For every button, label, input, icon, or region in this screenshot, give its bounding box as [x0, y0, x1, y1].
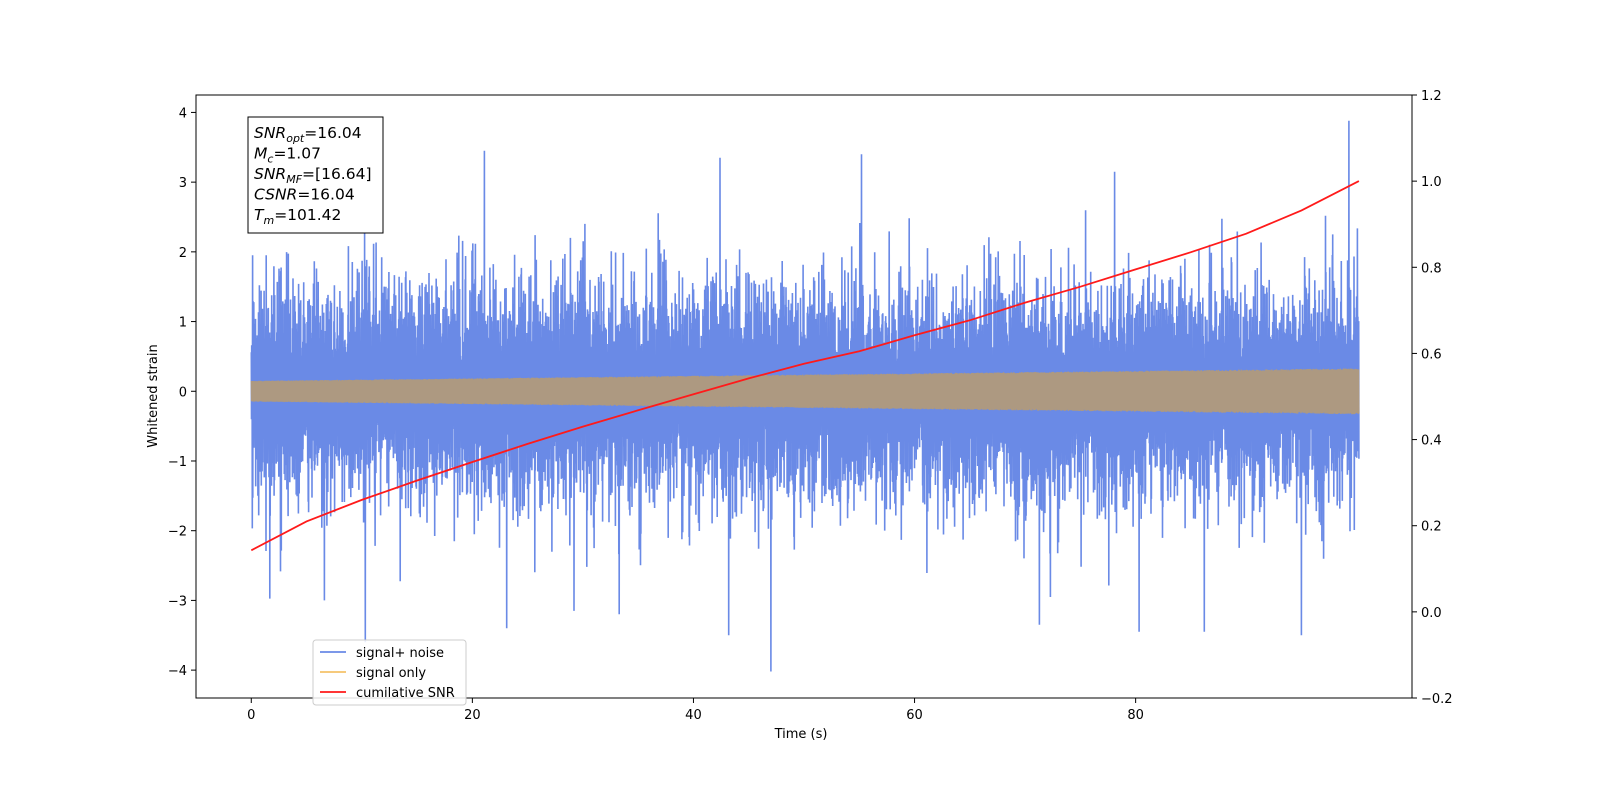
- y-tick-label: 4: [179, 106, 187, 121]
- annotation-line: Tm=101.42: [254, 206, 341, 227]
- y-tick-label: −3: [168, 594, 187, 609]
- annotation-line: SNRopt=16.04: [254, 124, 362, 145]
- series-cumulative-snr: [250, 180, 1360, 552]
- annotation-box: SNRopt=16.04Mc=1.07SNRMF=[16.64]CSNR=16.…: [247, 116, 384, 234]
- y2-tick-label: 0.4: [1421, 434, 1442, 449]
- legend-label: cumilative SNR: [356, 686, 455, 701]
- y-tick-label: 1: [179, 316, 187, 331]
- y-tick-label: −4: [168, 664, 187, 679]
- y-tick-label: −1: [168, 455, 187, 470]
- y-axis-label: Whitened strain: [146, 344, 161, 447]
- y2-tick-label: 1.0: [1421, 175, 1442, 190]
- y2-tick-label: 0.0: [1421, 606, 1442, 621]
- y-tick-label: 0: [179, 385, 187, 400]
- y-tick-label: 3: [179, 176, 187, 191]
- x-tick-label: 80: [1127, 708, 1144, 723]
- annotation-line: SNRMF=[16.64]: [254, 165, 372, 186]
- legend: signal+ noise signal only cumilative SNR: [312, 639, 467, 706]
- x-axis-label: Time (s): [774, 727, 828, 742]
- y-axis-left: 4 3 2 1 0 −1 −2 −3 −4: [168, 106, 196, 679]
- annotation-line: CSNR=16.04: [254, 186, 355, 204]
- y2-tick-label: −0.2: [1421, 692, 1453, 707]
- y2-tick-label: 0.6: [1421, 347, 1442, 362]
- y2-tick-label: 0.2: [1421, 520, 1442, 535]
- y-tick-label: −2: [168, 525, 187, 540]
- y-axis-right: 1.2 1.0 0.8 0.6 0.4 0.2 0.0 −0.2: [1412, 89, 1453, 707]
- x-tick-label: 60: [906, 708, 923, 723]
- legend-frame: [312, 639, 467, 706]
- x-axis: 0 20 40 60 80: [247, 698, 1144, 723]
- y2-tick-label: 0.8: [1421, 261, 1442, 276]
- y2-tick-label: 1.2: [1421, 89, 1442, 104]
- legend-label: signal+ noise: [356, 646, 444, 661]
- y-tick-label: 2: [179, 246, 187, 261]
- plot-frame: [195, 94, 1413, 699]
- x-tick-label: 40: [685, 708, 702, 723]
- legend-label: signal only: [356, 666, 426, 681]
- series-signal-only: [250, 368, 1360, 415]
- annotation-line: Mc=1.07: [254, 145, 321, 166]
- x-tick-label: 20: [464, 708, 481, 723]
- series-layer: [250, 120, 1360, 672]
- x-tick-label: 0: [247, 708, 255, 723]
